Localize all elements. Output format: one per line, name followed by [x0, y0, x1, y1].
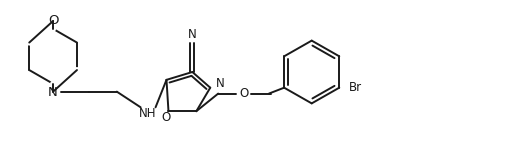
Text: O: O: [162, 111, 171, 124]
Text: N: N: [216, 77, 225, 90]
Text: N: N: [188, 28, 197, 41]
Text: Br: Br: [348, 81, 362, 94]
Text: NH: NH: [139, 107, 156, 120]
Text: N: N: [48, 86, 58, 99]
Text: O: O: [48, 14, 59, 26]
Text: O: O: [240, 87, 249, 100]
